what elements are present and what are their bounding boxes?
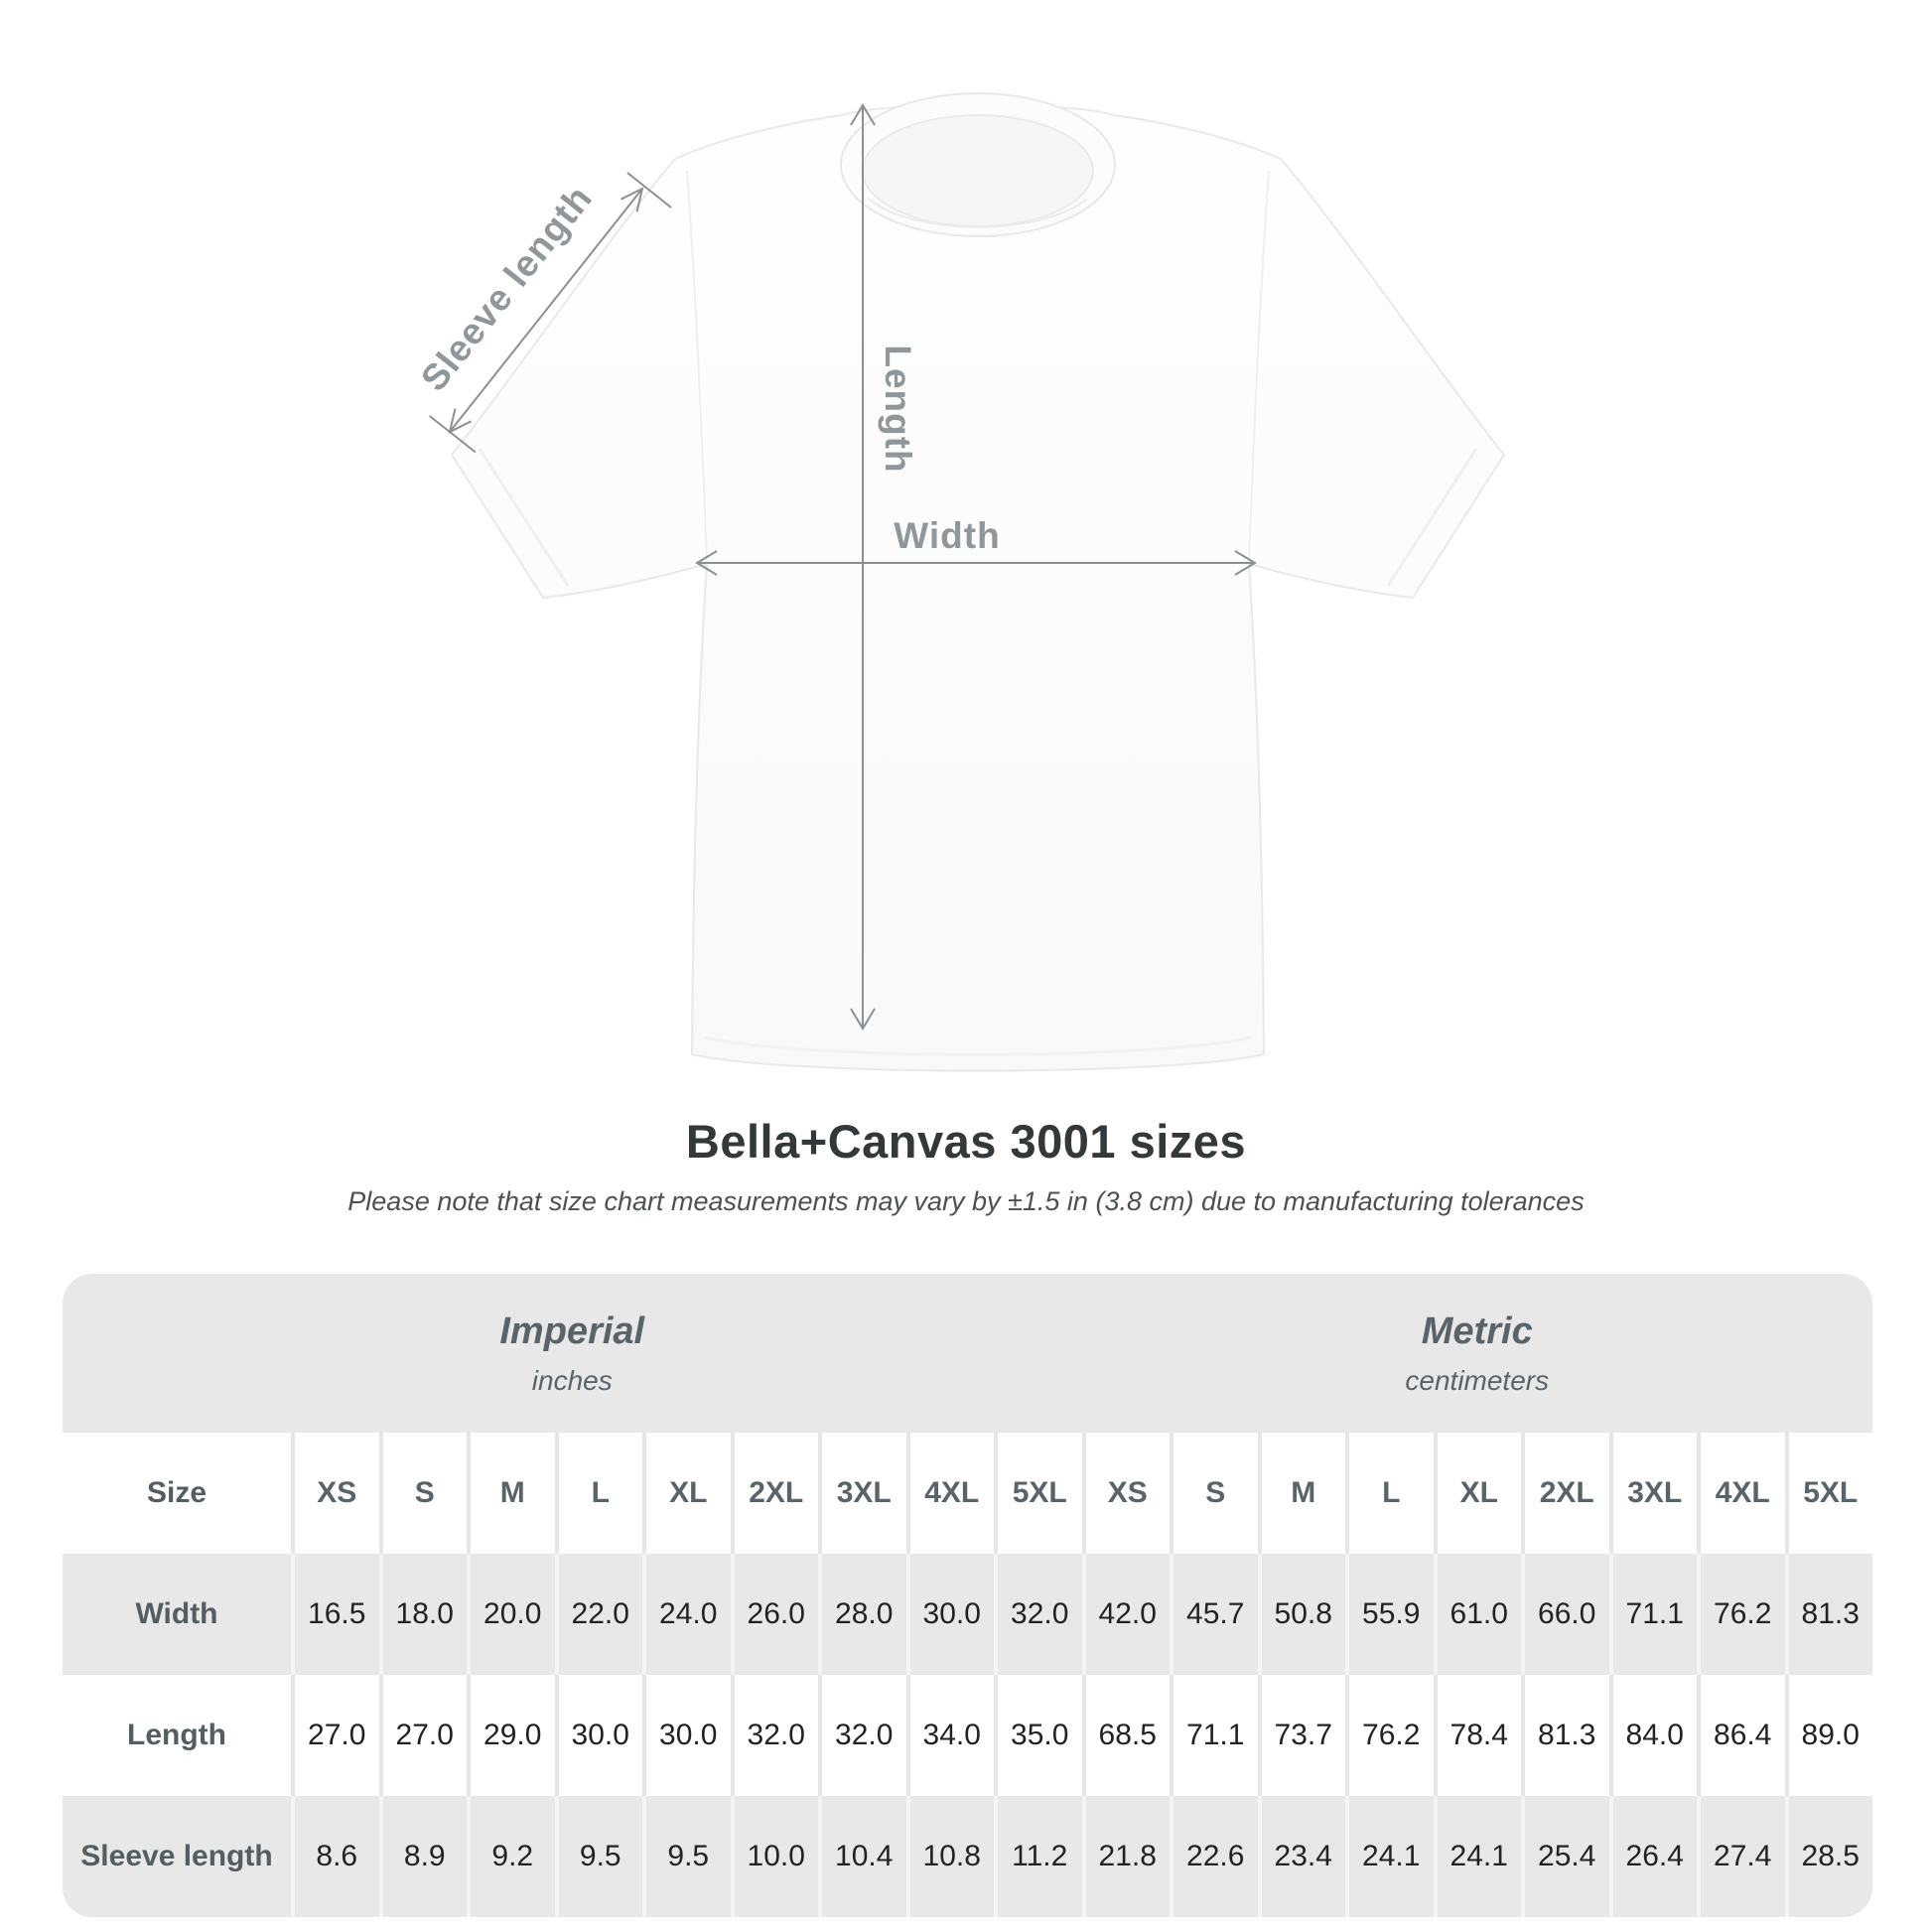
size-cell: 25.4 [1521,1796,1609,1917]
size-cell: 22.0 [554,1554,642,1675]
tshirt-diagram: Sleeve length Length Width [377,60,1549,1112]
size-col-header: 5XL [1784,1433,1872,1554]
size-cell: 30.0 [554,1675,642,1796]
size-col-header: S [1170,1433,1258,1554]
size-cell: 10.0 [730,1796,818,1917]
size-col-header: 3XL [818,1433,906,1554]
size-cell: 73.7 [1257,1675,1345,1796]
size-cell: 9.2 [467,1796,555,1917]
size-cell: 16.5 [291,1554,379,1675]
size-cell: 32.0 [818,1675,906,1796]
size-col-header: M [1257,1433,1345,1554]
size-col-header: L [1345,1433,1434,1554]
unit-group-subtitle: centimeters [1405,1364,1550,1396]
size-cell: 24.1 [1345,1796,1434,1917]
size-cell: 26.4 [1608,1796,1697,1917]
size-col-header: 2XL [1521,1433,1609,1554]
size-cell: 61.0 [1433,1554,1521,1675]
size-cell: 9.5 [554,1796,642,1917]
size-cell: 10.4 [818,1796,906,1917]
size-cell: 34.0 [905,1675,994,1796]
unit-group-title: Metric [1421,1310,1533,1352]
page-subtitle: Please note that size chart measurements… [347,1186,1585,1216]
tshirt-collar [840,92,1116,237]
size-cell: 42.0 [1081,1554,1170,1675]
size-cell: 22.6 [1170,1796,1258,1917]
unit-group-metric: Metric centimeters [1082,1274,1873,1433]
row-label: Width [63,1554,291,1675]
size-cell: 28.0 [818,1554,906,1675]
size-col-header: 5XL [994,1433,1082,1554]
size-cell: 8.6 [291,1796,379,1917]
size-cell: 76.2 [1697,1554,1785,1675]
size-cell: 11.2 [994,1796,1082,1917]
size-cell: 32.0 [994,1554,1082,1675]
size-col-header: 2XL [730,1433,818,1554]
length-label: Length [878,345,918,473]
size-col-header: XS [291,1433,379,1554]
size-cell: 71.1 [1170,1675,1258,1796]
size-col-header: 3XL [1608,1433,1697,1554]
size-cell: 24.0 [642,1554,731,1675]
size-cell: 76.2 [1345,1675,1434,1796]
size-cell: 27.0 [291,1675,379,1796]
size-cell: 45.7 [1170,1554,1258,1675]
size-cell: 78.4 [1433,1675,1521,1796]
size-cell: 8.9 [378,1796,467,1917]
size-cell: 27.0 [378,1675,467,1796]
size-col-header: 4XL [1697,1433,1785,1554]
row-label: Length [63,1675,291,1796]
size-cell: 89.0 [1784,1675,1872,1796]
size-cell: 9.5 [642,1796,731,1917]
unit-group-imperial: Imperial inches [63,1274,1082,1433]
size-cell: 32.0 [730,1675,818,1796]
size-cell: 28.5 [1784,1796,1872,1917]
size-cell: 55.9 [1345,1554,1434,1675]
size-col-header: S [378,1433,467,1554]
size-cell: 30.0 [642,1675,731,1796]
title-block: Bella+Canvas 3001 sizes Please note that… [0,1114,1932,1217]
size-cell: 81.3 [1784,1554,1872,1675]
size-cell: 50.8 [1257,1554,1345,1675]
size-table: Imperial inches Metric centimeters Size … [63,1274,1872,1917]
size-cell: 30.0 [905,1554,994,1675]
row-label: Sleeve length [63,1796,291,1917]
size-cell: 71.1 [1608,1554,1697,1675]
size-col-header: L [554,1433,642,1554]
size-cell: 29.0 [467,1675,555,1796]
size-cell: 66.0 [1521,1554,1609,1675]
page-title: Bella+Canvas 3001 sizes [685,1115,1247,1168]
size-col-header: XS [1081,1433,1170,1554]
size-col-header: XL [1433,1433,1521,1554]
size-col-header: XL [642,1433,731,1554]
tshirt-illustration: Sleeve length Length Width [413,92,1506,1072]
sleeve-length-arrow [428,172,672,454]
width-arrow [695,550,1257,576]
size-cell: 23.4 [1257,1796,1345,1917]
size-cell: 26.0 [730,1554,818,1675]
unit-group-title: Imperial [499,1310,645,1352]
size-cell: 27.4 [1697,1796,1785,1917]
unit-group-subtitle: inches [531,1364,613,1396]
size-cell: 21.8 [1081,1796,1170,1917]
size-cell: 81.3 [1521,1675,1609,1796]
size-cell: 20.0 [467,1554,555,1675]
size-cell: 68.5 [1081,1675,1170,1796]
width-label: Width [894,515,1000,556]
size-header: Size [63,1433,291,1554]
length-arrow [850,103,876,1031]
size-cell: 84.0 [1608,1675,1697,1796]
tshirt-silhouette [450,103,1506,1072]
size-cell: 86.4 [1697,1675,1785,1796]
size-cell: 24.1 [1433,1796,1521,1917]
size-col-header: 4XL [905,1433,994,1554]
size-cell: 35.0 [994,1675,1082,1796]
size-cell: 10.8 [905,1796,994,1917]
size-cell: 18.0 [378,1554,467,1675]
size-col-header: M [467,1433,555,1554]
